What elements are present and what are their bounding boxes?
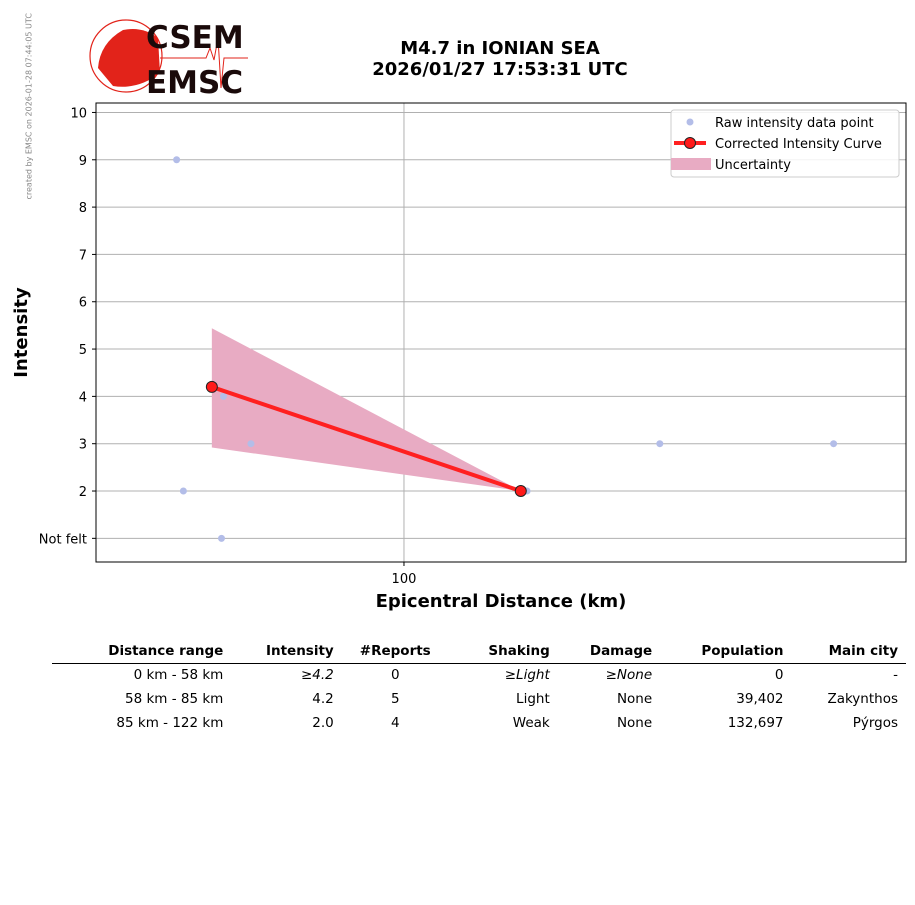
table-header-row: Distance range Intensity #Reports Shakin… [52,640,906,664]
cell: None [616,691,653,707]
cell: 2.0 [312,715,334,731]
raw-data-point [218,534,226,542]
cell: Weak [512,715,550,731]
raw-data-point [247,440,255,448]
col-intensity: Intensity [231,640,342,664]
svg-text:CSEM: CSEM [146,20,244,56]
raw-data-point [219,392,227,400]
col-distance: Distance range [52,640,232,664]
y-tick-label: 5 [79,343,87,358]
table-row: 85 km - 122 km 2.0 4 Weak None 132,697 P… [52,712,906,736]
x-axis-label: Epicentral Distance (km) [376,591,627,612]
curve-marker [205,380,218,393]
cell: ≥None [605,667,653,683]
raw-data-point [179,487,187,495]
cell: 0 km - 58 km [133,667,224,683]
svg-text:EMSC: EMSC [146,65,243,98]
title-event: M4.7 in IONIAN SEA [400,38,600,59]
raw-data-point [830,440,838,448]
legend-band-icon [671,158,711,170]
y-axis-label: Intensity [11,287,32,378]
cell: 4 [390,715,400,731]
legend-curve-marker-icon [684,137,696,149]
y-tick-label: Not felt [39,532,87,547]
legend-raw-icon [686,118,694,126]
cell: 58 km - 85 km [125,691,224,707]
legend-label: Uncertainty [715,158,791,173]
corrected-intensity-curve [211,385,522,493]
curve-marker [514,485,527,498]
chart-title: M4.7 in IONIAN SEA 2026/01/27 17:53:31 U… [300,38,700,80]
x-tick-label: 100 [392,572,417,587]
cell: 5 [390,691,400,707]
cell: 132,697 [727,715,784,731]
y-tick-label: 8 [79,201,87,216]
raw-data-point [656,440,664,448]
intensity-table: Distance range Intensity #Reports Shakin… [52,640,906,736]
col-city: Main city [791,640,906,664]
cell: 0 [774,667,784,683]
cell: 0 [390,667,400,683]
y-tick-label: 6 [79,296,87,311]
cell: 39,402 [736,691,784,707]
intensity-chart: Not felt 2 3 4 5 6 7 8 9 10 100 Epicentral Distance… [11,102,907,612]
cell: ≥4.2 [300,667,334,683]
table-row: 58 km - 85 km 4.2 5 Light None 39,402 Za… [52,688,906,712]
y-tick-label: 3 [79,438,87,453]
table-row: 0 km - 58 km ≥4.2 0 ≥Light ≥None 0 - [52,664,906,689]
cell: 85 km - 122 km [116,715,224,731]
cell: None [616,715,653,731]
y-tick-label: 7 [79,248,87,263]
y-tick-label: 9 [79,154,87,169]
y-tick-label: 10 [70,106,87,121]
cell: - [893,667,898,683]
legend-box [670,109,900,178]
y-tick-label: 4 [79,390,87,405]
emsc-logo: CSEM EMSC [89,19,248,98]
y-tick-label: 2 [79,485,87,500]
plot-frame [95,102,907,563]
uncertainty-band [211,328,521,492]
cell: Zakynthos [827,691,898,707]
cell: Light [516,691,550,707]
col-shaking: Shaking [456,640,558,664]
col-reports: #Reports [341,640,457,664]
legend-label: Corrected Intensity Curve [715,137,882,152]
raw-data-point [173,156,181,164]
cell: ≥Light [504,667,550,683]
legend-label: Raw intensity data point [715,116,874,131]
cell: 4.2 [312,691,334,707]
title-time: 2026/01/27 17:53:31 UTC [372,59,628,80]
col-damage: Damage [557,640,661,664]
col-population: Population [660,640,792,664]
cell: Pýrgos [852,715,898,731]
